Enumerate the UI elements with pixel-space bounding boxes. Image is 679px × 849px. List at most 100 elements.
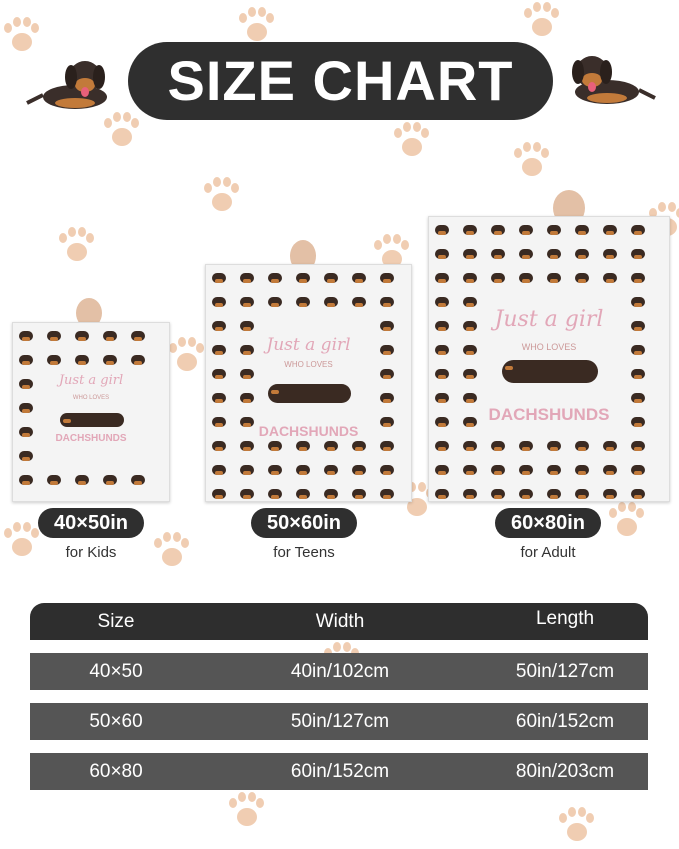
cell-size: 40×50 [89, 661, 143, 682]
dog-print-icon [296, 441, 310, 451]
dog-print-icon [240, 417, 254, 427]
dog-print-icon [380, 369, 394, 379]
dog-print-icon [268, 384, 351, 404]
dog-print-icon [631, 393, 645, 403]
dog-print-icon [19, 403, 33, 413]
dog-print-icon [547, 441, 561, 451]
blanket-kids: Just a girl WHO LOVES DACHSHUNDS [12, 322, 170, 502]
dog-print-icon [240, 369, 254, 379]
dog-print-icon [47, 355, 61, 365]
dog-print-icon [435, 369, 449, 379]
blanket-adult: Just a girl WHO LOVES DACHSHUNDS [428, 216, 670, 502]
dog-print-icon [435, 417, 449, 427]
dog-print-icon [212, 273, 226, 283]
dog-print-icon [435, 393, 449, 403]
dog-print-icon [352, 489, 366, 499]
cell-width: 60in/152cm [290, 761, 390, 782]
dog-print-icon [19, 475, 33, 485]
size-audience-teens: for Teens [273, 544, 335, 561]
dog-print-icon [75, 475, 89, 485]
dog-print-icon [352, 273, 366, 283]
dog-print-icon [463, 369, 477, 379]
paw-print-icon [520, 0, 560, 40]
dog-print-icon [603, 225, 617, 235]
dog-print-icon [240, 321, 254, 331]
dog-print-icon [547, 489, 561, 499]
dog-print-icon [519, 249, 533, 259]
dog-print-icon [240, 273, 254, 283]
dog-print-icon [519, 273, 533, 283]
dog-print-icon [380, 273, 394, 283]
dog-print-icon [631, 465, 645, 475]
blanket-teens: Just a girl WHO LOVES DACHSHUNDS [205, 264, 412, 502]
dog-print-icon [324, 297, 338, 307]
dog-print-icon [631, 345, 645, 355]
dog-print-icon [491, 249, 505, 259]
dog-print-icon [19, 355, 33, 365]
paw-print-icon [150, 530, 190, 570]
dog-print-icon [352, 297, 366, 307]
size-audience-kids: for Kids [65, 544, 117, 561]
dog-print-icon [575, 465, 589, 475]
dog-print-icon [631, 417, 645, 427]
dog-print-icon [631, 369, 645, 379]
dog-print-icon [380, 417, 394, 427]
dog-print-icon [212, 345, 226, 355]
dog-print-icon [268, 273, 282, 283]
dog-print-icon [631, 225, 645, 235]
dog-print-icon [212, 297, 226, 307]
dog-print-icon [463, 465, 477, 475]
dog-print-icon [75, 331, 89, 341]
header-size: Size [97, 611, 135, 632]
blanket-text: DACHSHUNDS [55, 433, 127, 444]
dog-print-icon [240, 441, 254, 451]
dog-print-icon [103, 331, 117, 341]
size-audience-adult: for Adult [520, 544, 576, 561]
dog-print-icon [547, 273, 561, 283]
paw-print-icon [165, 335, 205, 375]
dog-print-icon [463, 393, 477, 403]
paw-print-icon [0, 520, 40, 560]
dog-print-icon [268, 297, 282, 307]
dog-print-icon [380, 441, 394, 451]
dachshund-icon-left [26, 61, 107, 109]
dog-print-icon [631, 489, 645, 499]
dog-print-icon [463, 297, 477, 307]
table-row: 60×80 60in/152cm 80in/203cm [30, 753, 648, 790]
dog-print-icon [603, 465, 617, 475]
dog-print-icon [296, 273, 310, 283]
dog-print-icon [631, 297, 645, 307]
cell-width: 50in/127cm [290, 711, 390, 732]
dog-print-icon [131, 475, 145, 485]
dog-print-icon [380, 345, 394, 355]
paw-print-icon [100, 110, 140, 150]
dog-print-icon [268, 441, 282, 451]
dog-print-icon [212, 393, 226, 403]
dog-print-icon [240, 345, 254, 355]
dog-print-icon [631, 273, 645, 283]
header-width: Width [315, 611, 365, 632]
blanket-text: WHO LOVES [521, 342, 577, 352]
dog-print-icon [547, 465, 561, 475]
dog-print-icon [491, 465, 505, 475]
dog-print-icon [296, 489, 310, 499]
paw-print-icon [510, 140, 550, 180]
dog-print-icon [575, 273, 589, 283]
blanket-text: Just a girl [494, 307, 604, 332]
paw-print-icon [235, 5, 275, 45]
cell-size: 60×80 [89, 761, 143, 782]
dog-print-icon [575, 489, 589, 499]
size-badge-kids: 40×50in [38, 508, 144, 538]
dog-print-icon [380, 465, 394, 475]
blanket-text: Just a girl [266, 335, 351, 355]
dog-print-icon [631, 321, 645, 331]
dog-print-icon [575, 249, 589, 259]
dog-print-icon [296, 297, 310, 307]
dog-print-icon [103, 475, 117, 485]
size-badge-adult: 60×80in [495, 508, 601, 538]
dog-print-icon [212, 321, 226, 331]
dog-print-icon [212, 489, 226, 499]
dog-print-icon [324, 465, 338, 475]
blanket-text: WHO LOVES [284, 360, 333, 369]
dog-print-icon [131, 331, 145, 341]
